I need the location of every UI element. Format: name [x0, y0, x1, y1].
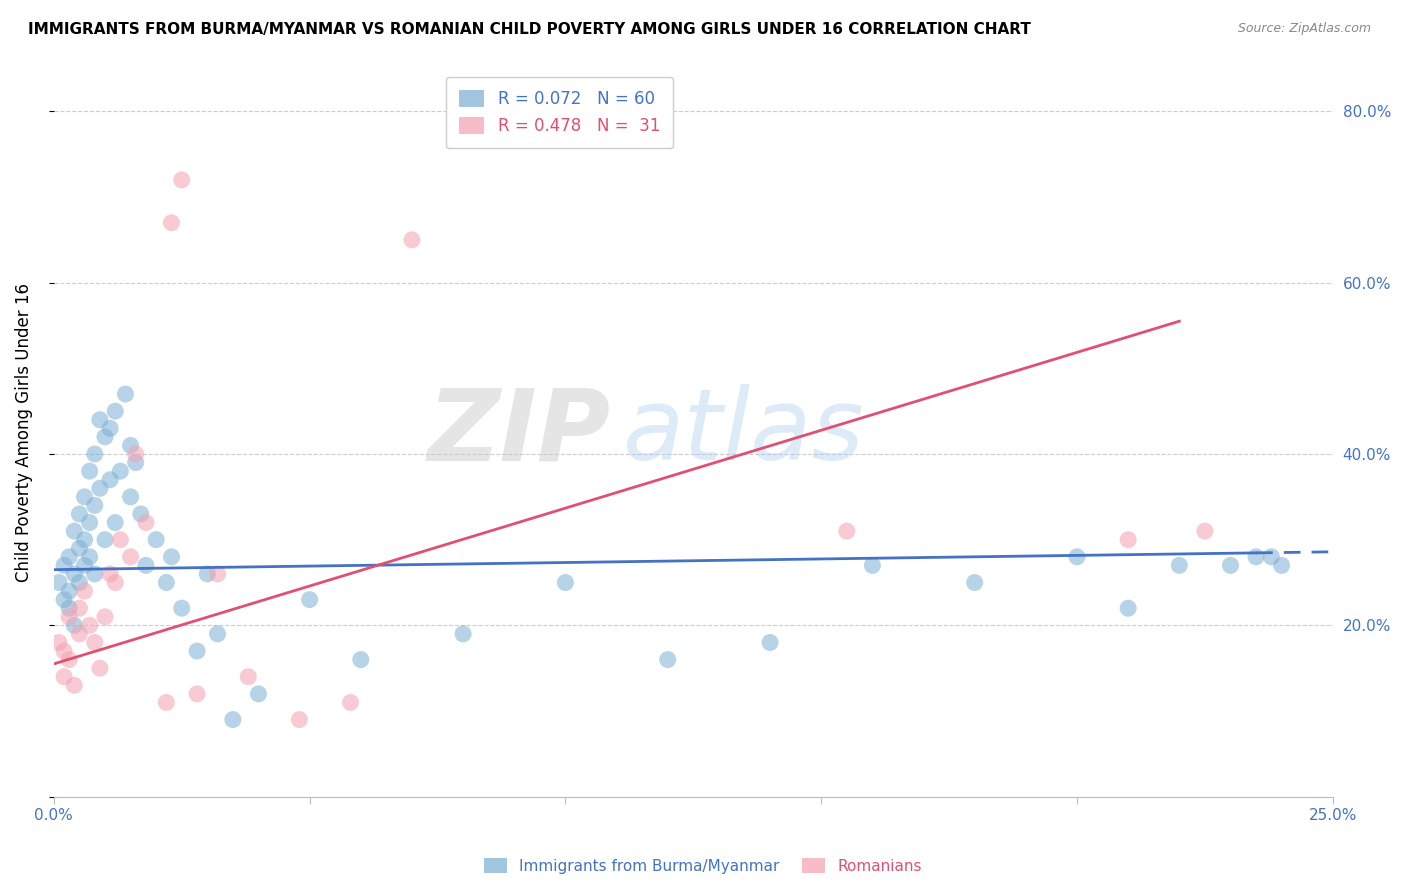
Point: [73, 533, 96, 547]
Point: [120, 549, 142, 564]
Point: [63, 618, 86, 632]
Point: [160, 549, 183, 564]
Point: [125, 456, 148, 470]
Point: [94, 609, 117, 624]
Legend: Immigrants from Burma/Myanmar, Romanians: Immigrants from Burma/Myanmar, Romanians: [478, 852, 928, 880]
Point: [1260, 549, 1282, 564]
Point: [79, 618, 101, 632]
Point: [963, 575, 986, 590]
Point: [160, 216, 183, 230]
Y-axis label: Child Poverty Among Girls Under 16: Child Poverty Among Girls Under 16: [15, 283, 32, 582]
Point: [79, 464, 101, 478]
Point: [83, 447, 105, 461]
Point: [1066, 549, 1088, 564]
Point: [135, 558, 157, 573]
Point: [53, 644, 76, 658]
Point: [120, 490, 142, 504]
Point: [63, 566, 86, 581]
Point: [104, 516, 127, 530]
Point: [79, 516, 101, 530]
Point: [89, 661, 111, 675]
Point: [83, 566, 105, 581]
Point: [53, 670, 76, 684]
Point: [73, 584, 96, 599]
Point: [114, 387, 136, 401]
Point: [48, 575, 70, 590]
Point: [63, 524, 86, 538]
Point: [58, 609, 80, 624]
Point: [48, 635, 70, 649]
Point: [83, 499, 105, 513]
Point: [860, 558, 883, 573]
Point: [186, 644, 208, 658]
Point: [1116, 601, 1139, 615]
Point: [67, 601, 90, 615]
Point: [58, 549, 80, 564]
Point: [89, 413, 111, 427]
Point: [247, 687, 270, 701]
Point: [125, 447, 148, 461]
Point: [58, 652, 80, 666]
Point: [657, 652, 679, 666]
Point: [104, 575, 127, 590]
Point: [288, 713, 311, 727]
Point: [401, 233, 423, 247]
Point: [94, 430, 117, 444]
Point: [110, 533, 132, 547]
Point: [554, 575, 576, 590]
Text: Source: ZipAtlas.com: Source: ZipAtlas.com: [1237, 22, 1371, 36]
Point: [73, 490, 96, 504]
Point: [67, 575, 90, 590]
Point: [83, 635, 105, 649]
Point: [58, 601, 80, 615]
Point: [1168, 558, 1191, 573]
Point: [207, 566, 229, 581]
Point: [79, 549, 101, 564]
Point: [238, 670, 260, 684]
Point: [1194, 524, 1216, 538]
Point: [222, 713, 245, 727]
Point: [207, 627, 229, 641]
Point: [53, 558, 76, 573]
Point: [339, 695, 361, 709]
Point: [73, 558, 96, 573]
Point: [94, 533, 117, 547]
Point: [67, 627, 90, 641]
Point: [53, 592, 76, 607]
Point: [759, 635, 782, 649]
Point: [98, 421, 121, 435]
Point: [145, 533, 167, 547]
Legend: R = 0.072   N = 60, R = 0.478   N =  31: R = 0.072 N = 60, R = 0.478 N = 31: [446, 77, 673, 148]
Point: [67, 541, 90, 556]
Point: [63, 678, 86, 692]
Text: ZIP: ZIP: [427, 384, 610, 481]
Point: [155, 575, 177, 590]
Point: [1219, 558, 1241, 573]
Text: atlas: atlas: [623, 384, 865, 481]
Point: [135, 516, 157, 530]
Point: [98, 566, 121, 581]
Point: [1271, 558, 1294, 573]
Point: [155, 695, 177, 709]
Point: [1244, 549, 1267, 564]
Point: [170, 601, 193, 615]
Point: [195, 566, 218, 581]
Point: [350, 652, 373, 666]
Point: [1116, 533, 1139, 547]
Point: [835, 524, 858, 538]
Point: [110, 464, 132, 478]
Point: [186, 687, 208, 701]
Point: [120, 438, 142, 452]
Point: [129, 507, 152, 521]
Point: [451, 627, 474, 641]
Point: [67, 507, 90, 521]
Point: [98, 473, 121, 487]
Point: [104, 404, 127, 418]
Text: IMMIGRANTS FROM BURMA/MYANMAR VS ROMANIAN CHILD POVERTY AMONG GIRLS UNDER 16 COR: IMMIGRANTS FROM BURMA/MYANMAR VS ROMANIA…: [28, 22, 1031, 37]
Point: [170, 173, 193, 187]
Point: [89, 481, 111, 495]
Point: [298, 592, 321, 607]
Point: [58, 584, 80, 599]
